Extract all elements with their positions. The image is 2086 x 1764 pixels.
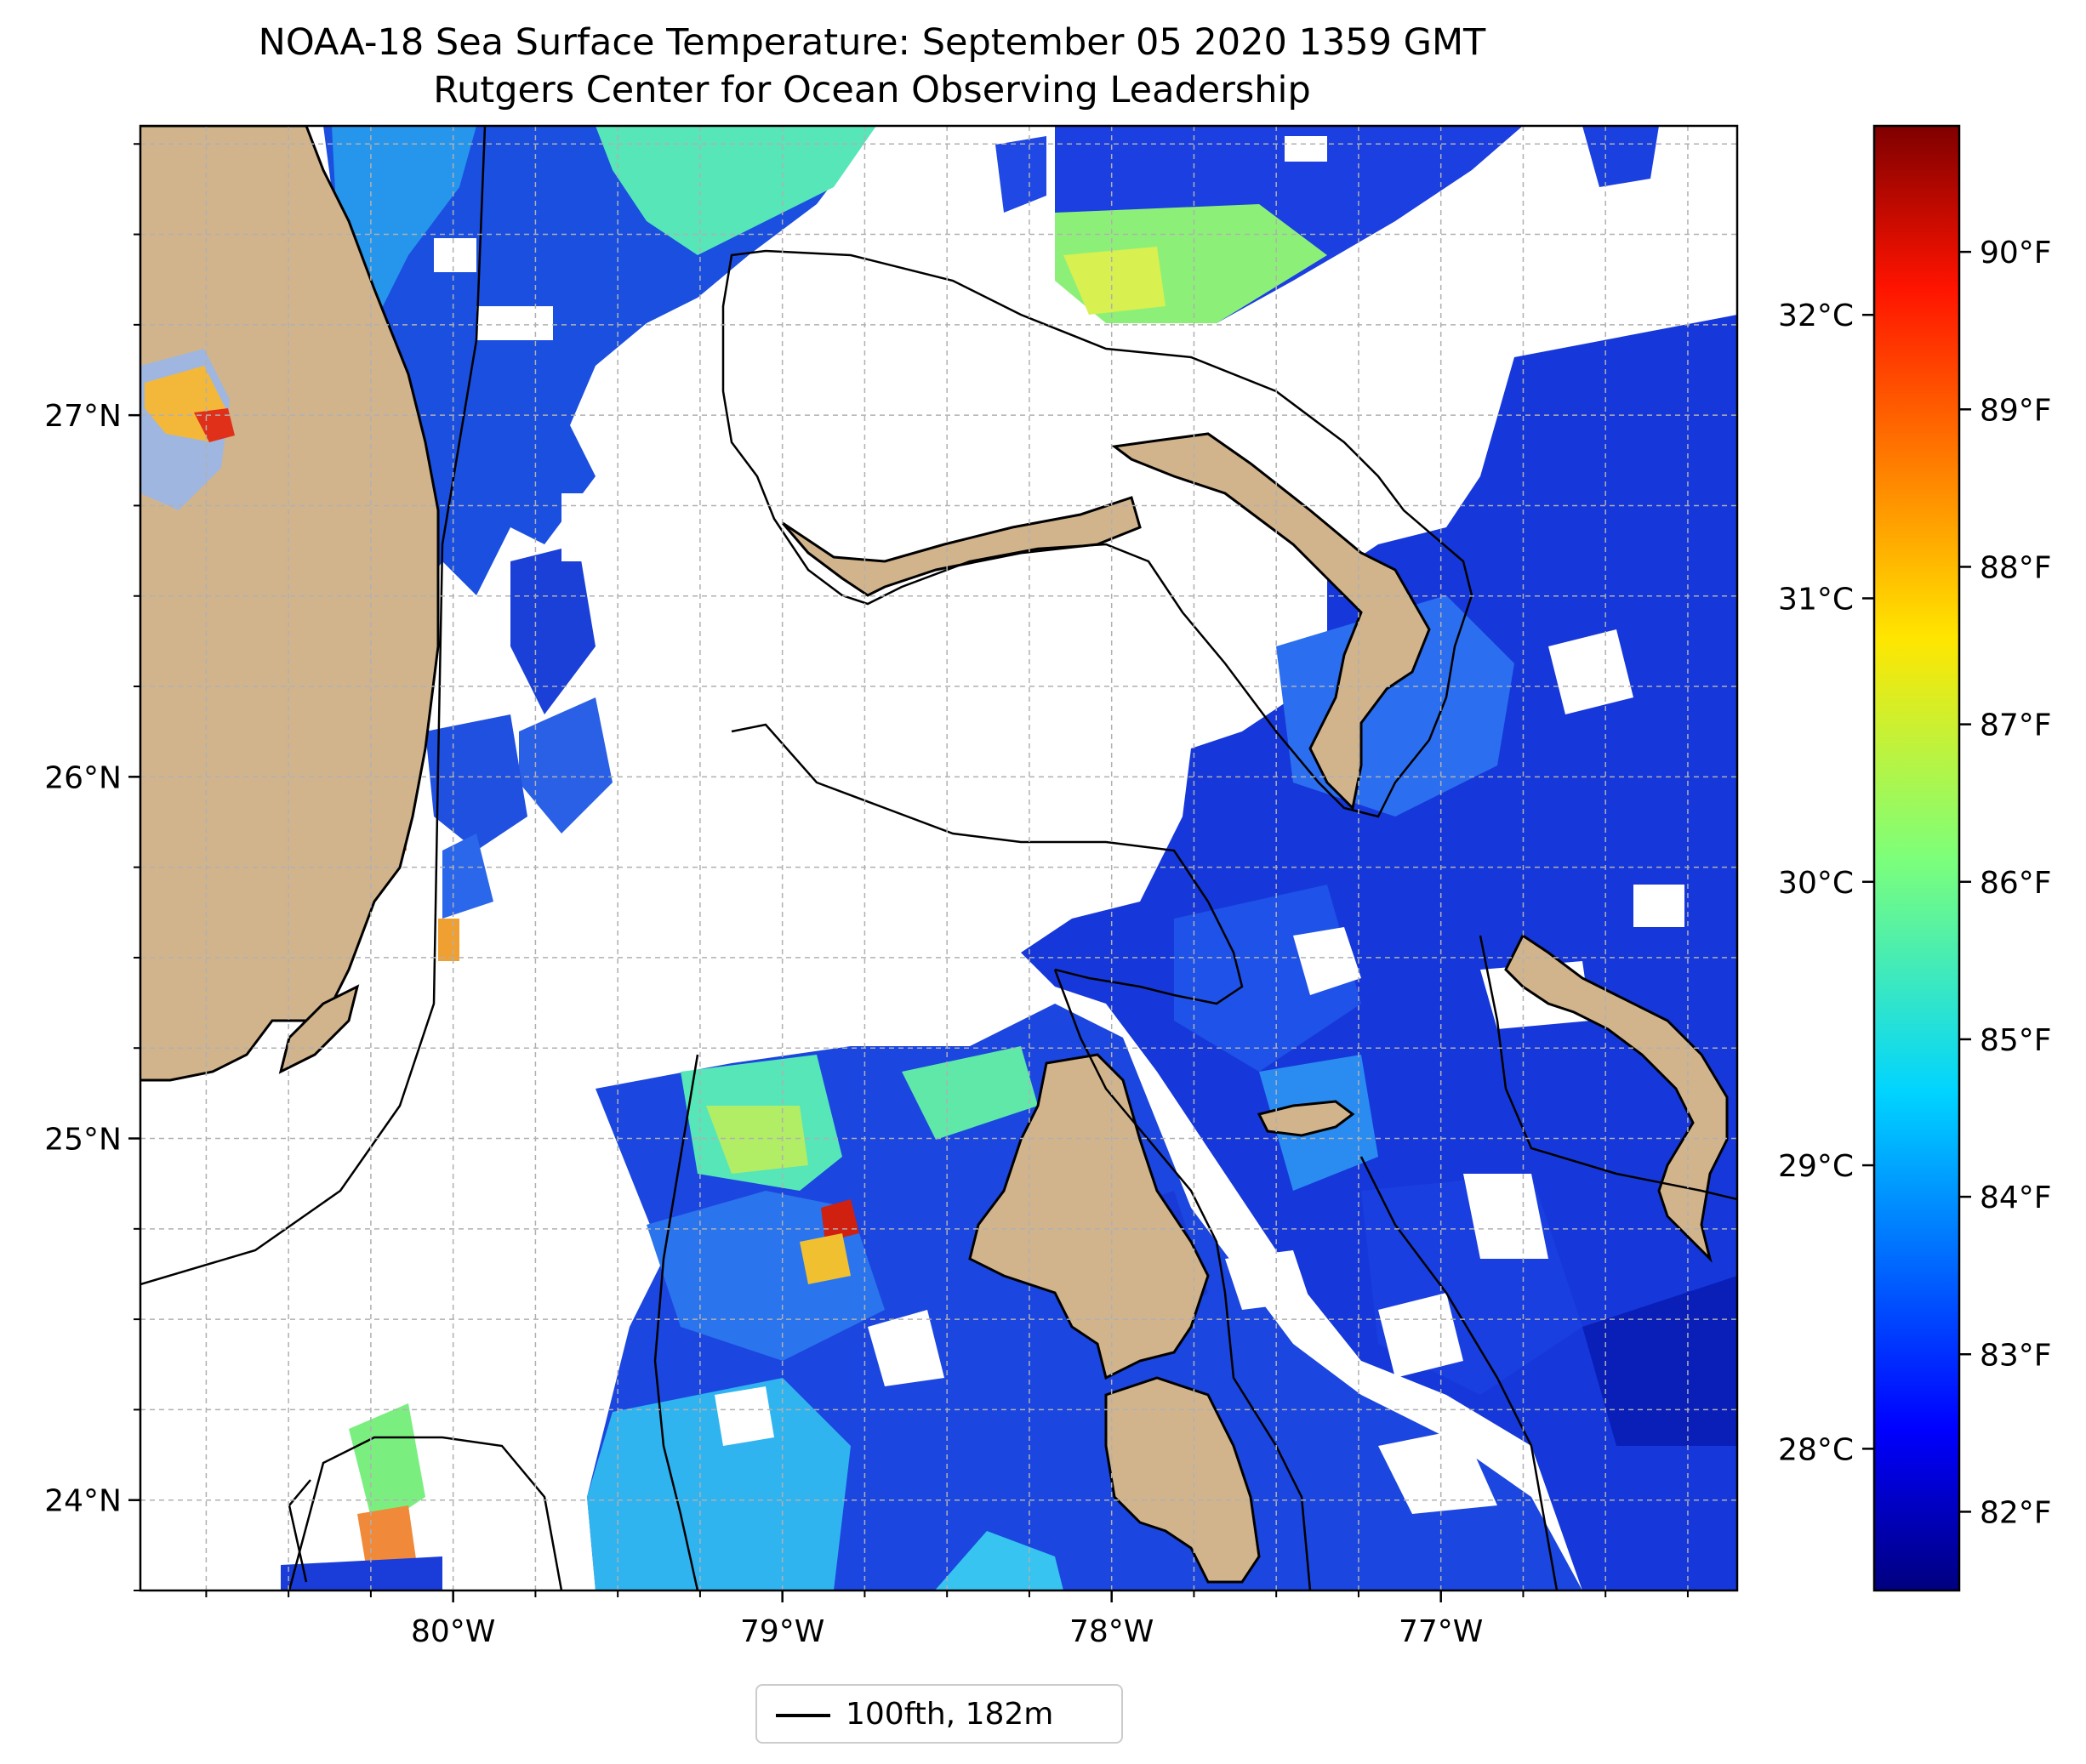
legend-line-swatch xyxy=(776,1714,830,1717)
lat-tick-label: 26°N xyxy=(44,760,122,795)
map-frame xyxy=(139,124,1739,1592)
colorbar-f-label: 86°F xyxy=(1980,866,2052,901)
isobath-great-bahama-bank-south xyxy=(1053,969,1312,1590)
colorbar-c-label: 30°C xyxy=(1778,866,1854,901)
map-axes: 80°W 79°W 78°W 77°W 27°N 26°N 25°N 24°N xyxy=(44,143,1689,1649)
isobath-tongue xyxy=(1359,1156,1559,1590)
colorbar-f-label: 82°F xyxy=(1980,1495,2052,1530)
colorbar-c-label: 29°C xyxy=(1778,1149,1854,1184)
andros-south xyxy=(1104,1376,1261,1584)
colorbar-f-label: 85°F xyxy=(1980,1023,2052,1058)
new-providence-island xyxy=(1257,1100,1355,1137)
andros-island xyxy=(968,1053,1210,1380)
title-line-1: NOAA-18 Sea Surface Temperature: Septemb… xyxy=(258,21,1486,64)
legend: 100fth, 182m xyxy=(755,1684,1123,1744)
grand-bahama-island xyxy=(781,496,1142,597)
map-gridlines xyxy=(140,126,1737,1590)
florida-landmass xyxy=(140,126,440,1082)
colorbar-f-label: 90°F xyxy=(1980,236,2052,270)
title-line-2: Rutgers Center for Ocean Observing Leade… xyxy=(433,69,1311,111)
colorbar-c-label: 32°C xyxy=(1778,299,1854,333)
isobath-sw xyxy=(288,1479,311,1583)
isobath-great-bahama-bank-west xyxy=(731,723,1244,1005)
isobath-florida-keys xyxy=(288,1436,563,1590)
colorbar-c-label: 28°C xyxy=(1778,1432,1854,1467)
colorbar-gradient xyxy=(1872,124,1961,1592)
isobath-little-bahama-bank xyxy=(721,249,1473,818)
lat-tick-label: 24°N xyxy=(44,1484,122,1519)
lat-tick-label: 27°N xyxy=(44,399,122,434)
isobath-100fth xyxy=(140,126,1737,1590)
lat-tick-label: 25°N xyxy=(44,1123,122,1158)
legend-label: 100fth, 182m xyxy=(846,1697,1054,1732)
colorbar-c-label: 31°C xyxy=(1778,582,1854,617)
colorbar-f-label: 84°F xyxy=(1980,1181,2052,1215)
lon-tick-label: 77°W xyxy=(1399,1614,1483,1649)
isobath-florida-straits-west xyxy=(140,126,487,1286)
lon-tick-label: 80°W xyxy=(411,1614,495,1649)
abaco-islands xyxy=(1111,432,1431,811)
chart-title: NOAA-18 Sea Surface Temperature: Septemb… xyxy=(0,19,1744,114)
colorbar: 82°F 83°F 84°F 85°F 86°F 87°F 88°F 89°F 90°F 28°C… xyxy=(1778,124,2052,1592)
colorbar-f-label: 89°F xyxy=(1980,393,2052,428)
lon-tick-label: 79°W xyxy=(740,1614,824,1649)
keys-island xyxy=(278,984,360,1074)
isobath-exuma-sound xyxy=(1479,935,1737,1201)
lon-tick-label: 78°W xyxy=(1069,1614,1154,1649)
colorbar-f-label: 88°F xyxy=(1980,550,2052,585)
colorbar-f-label: 87°F xyxy=(1980,708,2052,743)
isobath-cay-sal xyxy=(653,1054,699,1590)
lake-hot-sst xyxy=(194,408,235,442)
map-area xyxy=(140,126,1737,1590)
colorbar-f-label: 83°F xyxy=(1980,1338,2052,1373)
